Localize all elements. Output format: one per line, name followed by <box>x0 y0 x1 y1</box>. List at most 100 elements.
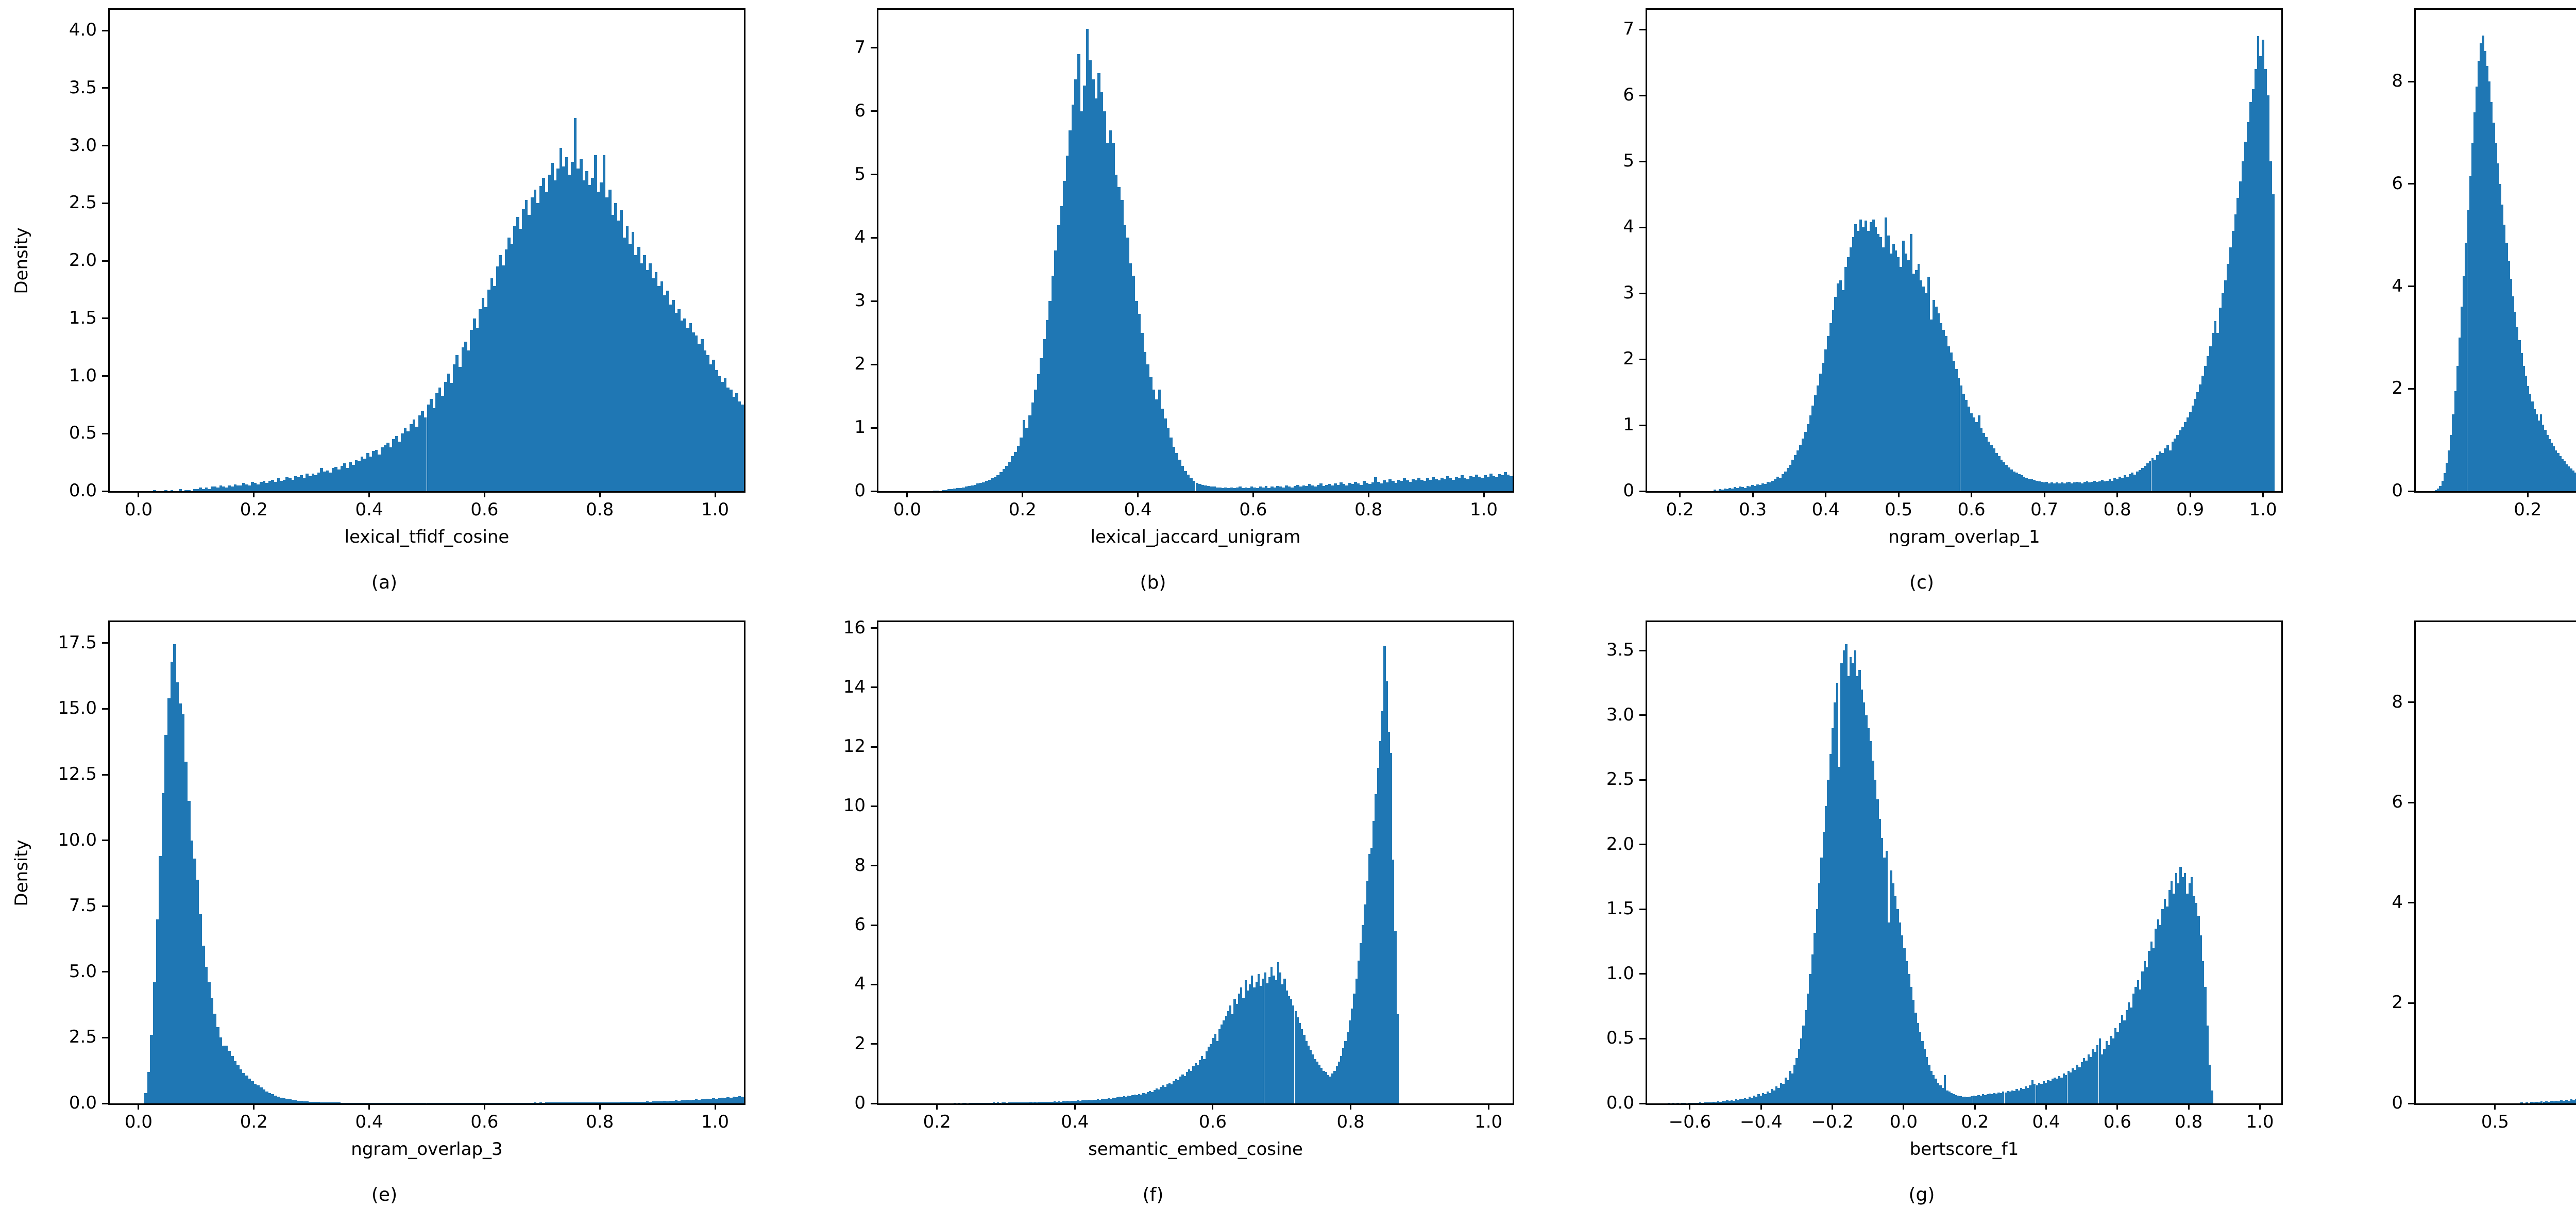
histogram-bar <box>956 488 959 491</box>
histogram-bar <box>2189 412 2192 491</box>
histogram-bar <box>1912 273 1915 491</box>
histogram-bar <box>605 197 608 491</box>
y-tick-mark <box>102 971 108 973</box>
histogram-bar <box>1293 486 1297 491</box>
x-tick-mark <box>1350 1103 1352 1110</box>
y-tick-mark <box>102 490 108 492</box>
histogram-bar <box>1449 478 1452 491</box>
histogram-bar <box>689 1100 692 1103</box>
histogram-bar <box>311 1101 315 1103</box>
histogram-bar <box>2518 340 2521 491</box>
histogram-bar <box>1736 488 1739 491</box>
histogram-bar <box>309 1101 312 1103</box>
histogram-bars <box>110 10 744 491</box>
histogram-bar <box>1298 1023 1301 1103</box>
histogram-bar <box>1844 267 1847 491</box>
histogram-bar <box>2560 1100 2563 1103</box>
histogram-bar <box>1101 1099 1104 1103</box>
histogram-bar <box>2482 35 2484 491</box>
histogram-bar <box>479 309 482 491</box>
histogram-bar <box>1874 227 1877 491</box>
histogram-bar <box>2136 471 2139 491</box>
histogram-bar <box>2170 881 2173 1103</box>
histogram-bar <box>1917 263 1920 491</box>
histogram-bar <box>1877 234 1880 491</box>
histogram-bar <box>421 410 424 491</box>
histogram-bar <box>1031 402 1035 491</box>
histogram-bar <box>2048 483 2051 491</box>
histogram-bar <box>1757 1094 1760 1103</box>
subfigure-caption: (g) <box>1908 1184 1935 1205</box>
histogram-bar <box>1703 1102 1706 1103</box>
histogram-bar <box>193 859 196 1103</box>
histogram-bar <box>993 477 997 491</box>
histogram-bar <box>326 1102 329 1103</box>
y-tick-mark <box>102 145 108 147</box>
histogram-bar <box>1218 1029 1221 1103</box>
histogram-bar <box>193 489 196 491</box>
histogram-bar <box>1190 1070 1193 1103</box>
histogram-bar <box>1925 293 1928 491</box>
histogram-bar <box>2175 873 2177 1103</box>
histogram-bar <box>1960 385 1963 491</box>
histogram-bar <box>277 478 280 491</box>
histogram-bar <box>176 682 179 1103</box>
x-tick-mark <box>599 491 601 497</box>
histogram-bar <box>1188 1069 1191 1103</box>
y-tick-mark <box>102 87 108 89</box>
histogram-bar <box>1979 1095 1982 1103</box>
histogram-bar <box>614 1102 617 1103</box>
histogram-bar <box>1110 1098 1112 1103</box>
histogram-bar <box>1348 1020 1351 1103</box>
histogram-bar <box>2159 925 2162 1103</box>
histogram-bar <box>2516 327 2519 491</box>
histogram-bar <box>1020 437 1023 491</box>
histogram-bar <box>1420 479 1423 491</box>
histogram-bar <box>715 1098 718 1103</box>
histogram-bar <box>2018 1090 2020 1103</box>
x-tick-label: −0.4 <box>1740 1112 1783 1132</box>
histogram-bar <box>1264 972 1266 1103</box>
histogram-bar <box>306 474 309 491</box>
histogram-bar <box>1919 1032 1922 1103</box>
histogram-bar <box>2143 961 2146 1103</box>
histogram-bar <box>1923 1049 1926 1103</box>
y-tick-label: 7.5 <box>69 895 97 916</box>
histogram-bar <box>2072 1068 2074 1103</box>
histogram-bar <box>1779 478 1782 491</box>
histogram-bar <box>674 1100 678 1103</box>
histogram-bar <box>1771 480 1774 491</box>
histogram-bar <box>147 1071 150 1103</box>
histogram-bar <box>2060 1077 2063 1103</box>
histogram-bar <box>438 387 442 491</box>
histogram-bar <box>1834 296 1837 491</box>
plot-area <box>1646 8 2283 493</box>
histogram-bar <box>1867 728 1870 1103</box>
histogram-bar <box>1138 313 1141 491</box>
histogram-bar <box>2473 112 2476 491</box>
histogram-bar <box>1044 1102 1047 1103</box>
histogram-bar <box>663 1101 666 1103</box>
histogram-bar <box>1305 1041 1308 1103</box>
histogram-bar <box>1751 485 1754 491</box>
x-tick-mark <box>1679 491 1681 497</box>
histogram-bar <box>1224 487 1228 491</box>
histogram-bar <box>1370 848 1373 1103</box>
histogram-bar <box>1354 481 1357 491</box>
histogram-bar <box>329 1102 332 1103</box>
histogram-bar <box>1817 385 1820 491</box>
histogram-bar <box>1225 1015 1227 1103</box>
histogram-bar <box>1097 73 1100 491</box>
panel-h: 024680.50.60.70.80.91.0stylistic_similar… <box>2306 612 2576 1224</box>
histogram-bar <box>2540 1101 2543 1103</box>
histogram-bar <box>1214 1033 1216 1103</box>
histogram-bar <box>2206 1026 2209 1103</box>
histogram-bar <box>2561 459 2564 491</box>
x-tick-label: 0.0 <box>124 1112 152 1132</box>
histogram-bar <box>1121 1097 1123 1103</box>
histogram-bar <box>251 1081 254 1103</box>
y-tick-mark <box>1639 779 1646 781</box>
histogram-bar <box>2020 1087 2023 1103</box>
histogram-bar <box>1758 485 1761 491</box>
histogram-bar <box>1103 111 1107 491</box>
